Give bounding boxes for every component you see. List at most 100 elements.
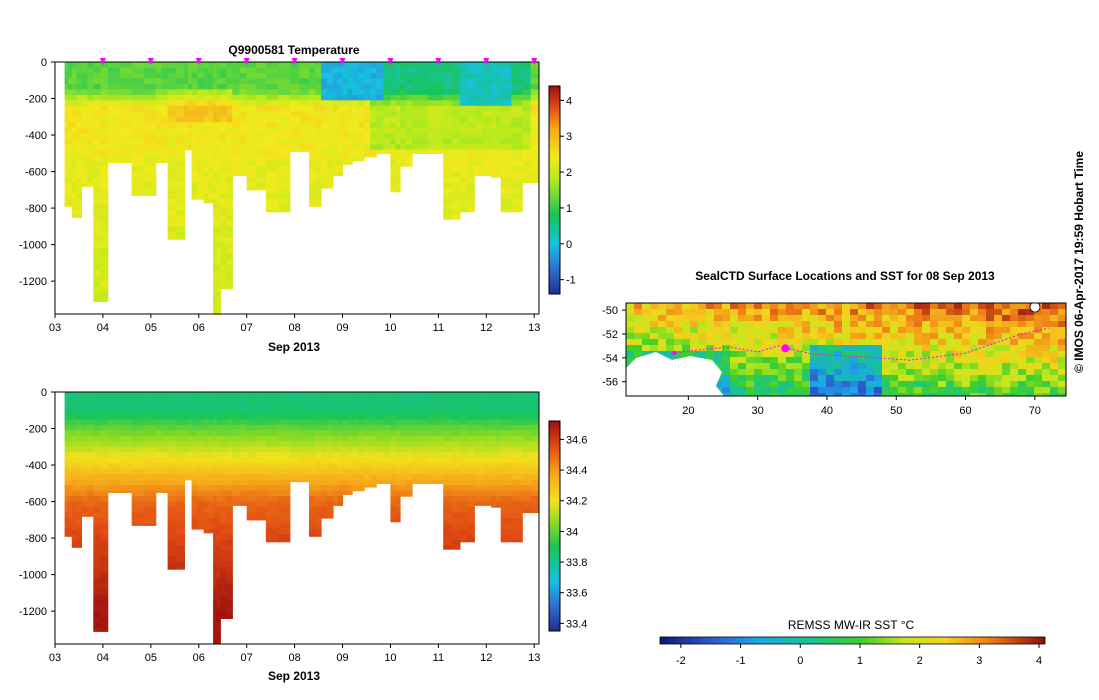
salinity-cell — [327, 392, 334, 399]
salinity-cell — [495, 419, 502, 426]
salinity-cell — [315, 512, 322, 519]
sst-cell — [882, 375, 891, 382]
sst-cell — [722, 351, 731, 358]
temperature-cell — [406, 73, 413, 80]
salinity-cell — [64, 457, 69, 464]
temperature-cell — [232, 94, 241, 101]
salinity-cell — [522, 479, 532, 486]
salinity-cell — [352, 392, 359, 399]
sst-cell — [1050, 315, 1059, 322]
salinity-cell — [321, 403, 328, 410]
sst-cell — [946, 381, 955, 388]
salinity-cell — [76, 468, 82, 475]
sst-cell — [842, 357, 851, 364]
salinity-cell — [213, 430, 218, 437]
salinity-cell — [327, 424, 334, 431]
salinity-cell — [277, 534, 291, 541]
temperature-cell — [376, 105, 384, 112]
salinity-cell — [289, 413, 300, 420]
temperature-colorbar-tick-label: 0 — [566, 239, 572, 251]
sst-cell — [898, 309, 907, 316]
temperature-cell — [491, 166, 497, 173]
temperature-cell — [451, 122, 461, 129]
salinity-cell — [327, 512, 334, 519]
sst-cell — [818, 369, 827, 376]
salinity-cell — [511, 523, 523, 530]
temperature-cell — [491, 144, 497, 151]
salinity-cell — [71, 518, 78, 525]
temperature-cell — [474, 116, 484, 123]
temperature-cell — [220, 259, 227, 266]
temperature-cell — [213, 297, 218, 304]
temperature-cell — [451, 144, 461, 151]
salinity-cell — [370, 474, 377, 481]
sst-cell — [794, 369, 803, 376]
temperature-cell — [495, 149, 502, 156]
temperature-cell — [213, 89, 218, 96]
temperature-cell — [167, 220, 177, 227]
salinity-cell — [406, 446, 413, 453]
temperature-cell — [491, 105, 497, 112]
temperature-cell — [143, 83, 157, 90]
temperature-cell — [451, 133, 461, 140]
salinity-cell — [131, 512, 145, 519]
temperature-cell — [203, 83, 209, 90]
temperature-cell — [482, 127, 492, 134]
temperature-cell — [352, 111, 359, 118]
temperature-cell — [395, 105, 401, 112]
temperature-cell — [256, 89, 267, 96]
temperature-cell — [100, 199, 109, 206]
salinity-x-tick-label: 09 — [336, 652, 348, 664]
salinity-cell — [321, 501, 328, 508]
salinity-cell — [530, 468, 539, 475]
temperature-cell — [68, 116, 73, 123]
temperature-cell — [93, 138, 102, 145]
temperature-cell — [107, 160, 121, 163]
salinity-cell — [226, 441, 233, 448]
salinity-cell — [232, 501, 241, 506]
temperature-cell — [131, 155, 145, 162]
sst-cell — [1018, 321, 1027, 328]
salinity-cell — [161, 485, 169, 492]
temperature-cell — [451, 89, 461, 96]
salinity-cell — [299, 397, 310, 404]
salinity-cell — [474, 397, 484, 404]
temperature-cell — [71, 111, 78, 118]
sst-cell — [970, 303, 979, 310]
temperature-cell — [315, 171, 322, 178]
salinity-cell — [406, 413, 413, 420]
salinity-cell — [213, 463, 218, 470]
temperature-cell — [511, 199, 523, 206]
temperature-cell — [216, 286, 221, 293]
temperature-cell — [370, 127, 377, 134]
salinity-cell — [395, 474, 401, 481]
salinity-cell — [289, 474, 300, 481]
temperature-cell — [203, 111, 209, 118]
sst-cell — [746, 321, 755, 328]
salinity-cell — [119, 479, 133, 486]
temperature-cell — [451, 188, 461, 195]
temperature-cell — [68, 171, 73, 178]
salinity-cell — [71, 424, 78, 431]
salinity-cell — [299, 403, 310, 410]
salinity-cell — [216, 430, 221, 437]
temperature-cell — [93, 160, 102, 167]
salinity-cell — [321, 485, 328, 492]
salinity-cell — [161, 446, 169, 453]
temperature-cell — [342, 116, 348, 123]
temperature-cell — [474, 149, 484, 156]
salinity-cell — [530, 397, 539, 404]
salinity-cell — [100, 523, 109, 530]
salinity-cell — [155, 468, 163, 475]
salinity-cell — [184, 430, 189, 437]
salinity-cell — [239, 474, 248, 481]
sst-cell — [682, 351, 691, 358]
salinity-cell — [467, 474, 475, 481]
temperature-cell — [395, 138, 401, 145]
temperature-cell — [81, 111, 88, 118]
salinity-cell — [332, 435, 339, 442]
temperature-cell — [64, 149, 69, 156]
sst-cell — [738, 351, 747, 358]
temperature-cell — [161, 78, 169, 85]
temperature-cell — [155, 83, 163, 90]
